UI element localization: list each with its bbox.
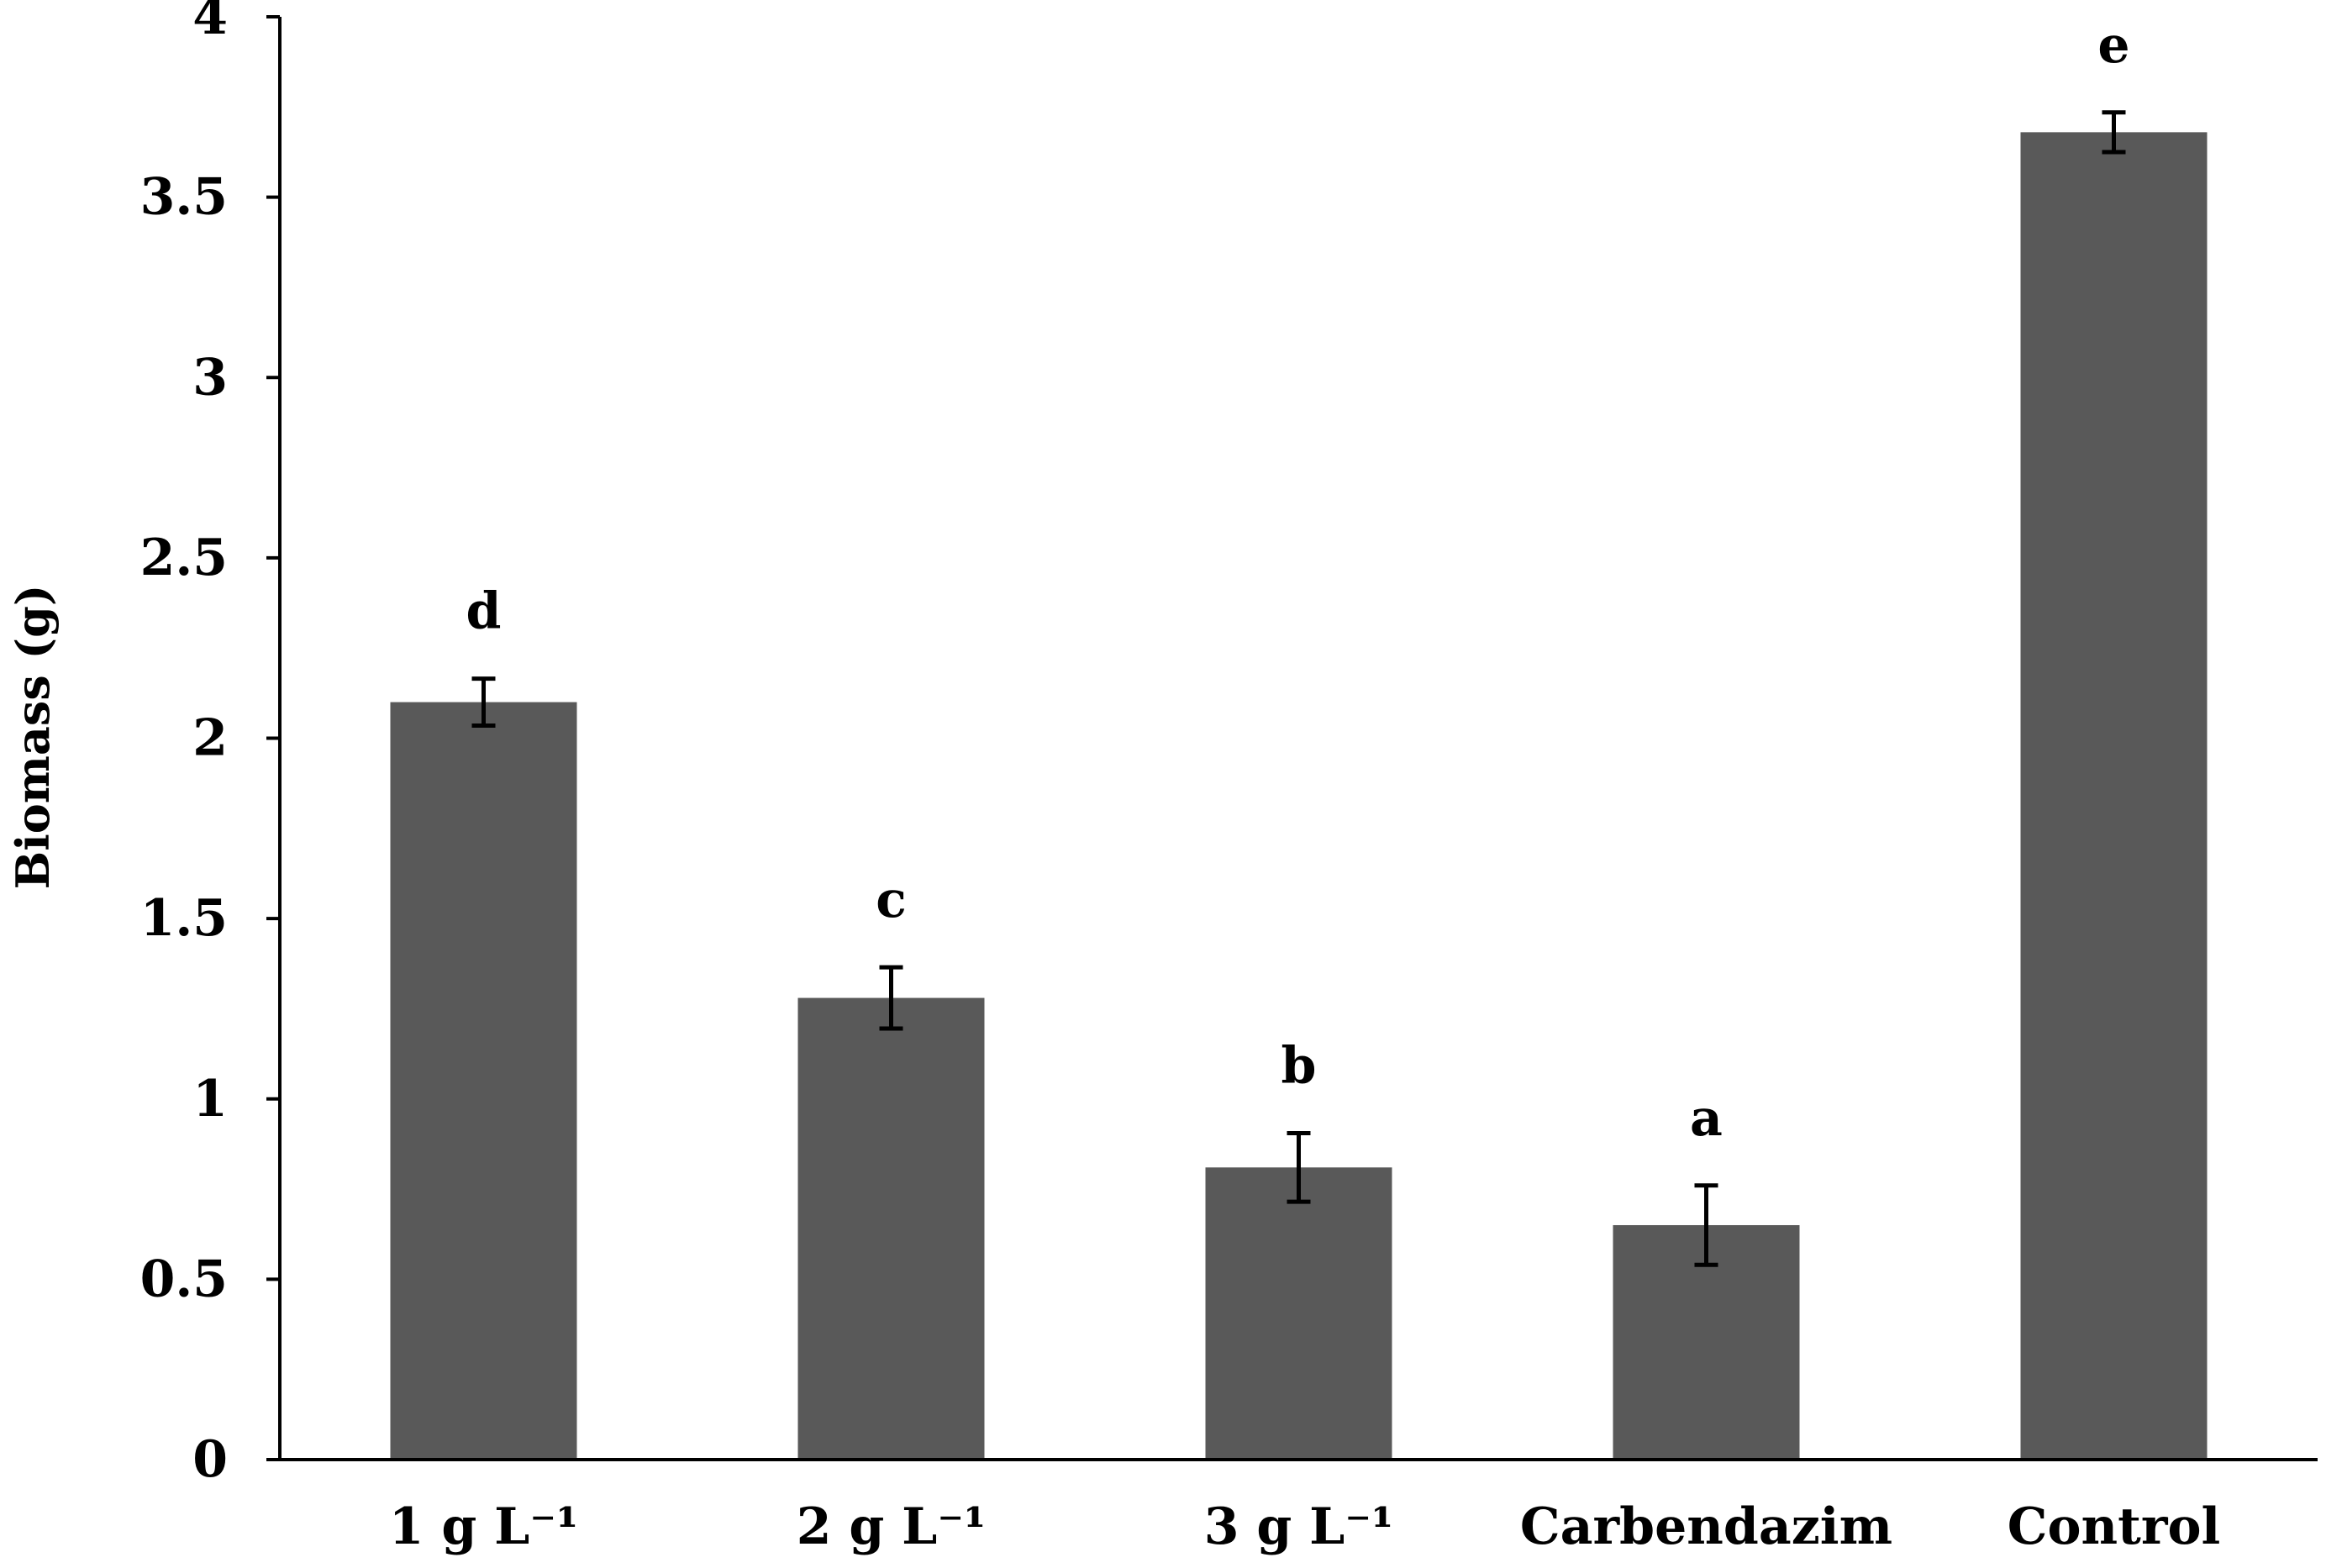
x-category-label: Control <box>2008 1497 2221 1556</box>
significance-letter: c <box>876 871 907 929</box>
labels-layer: 1 g L⁻¹ d 2 g L⁻¹ c 3 g L⁻¹ b Carbendazim a Cont… <box>389 16 2221 1556</box>
error-bar <box>1694 1183 1718 1267</box>
bar <box>390 702 577 1460</box>
bar <box>797 997 985 1460</box>
y-tick-label: 3 <box>192 348 228 407</box>
y-tick-label: 4 <box>192 0 228 46</box>
bars-layer <box>390 132 2208 1460</box>
y-tick-label: 0.5 <box>140 1250 228 1308</box>
error-bars-layer <box>471 110 2126 1267</box>
y-tick-label: 2.5 <box>140 529 228 587</box>
y-ticks-layer: 0 0.5 1 1.5 2 2.5 3 3.5 4 <box>140 0 280 1489</box>
error-bar <box>1287 1131 1311 1204</box>
y-tick-label: 2 <box>192 709 228 768</box>
error-bar <box>471 676 496 728</box>
significance-letter: a <box>1690 1089 1723 1148</box>
significance-letter: e <box>2097 16 2129 75</box>
x-category-label: Carbendazim <box>1520 1497 1892 1556</box>
x-category-label: 2 g L⁻¹ <box>797 1497 987 1556</box>
y-tick-label: 0 <box>192 1430 228 1489</box>
significance-letter: b <box>1281 1037 1317 1096</box>
y-tick-label: 1.5 <box>140 889 228 948</box>
x-category-label: 1 g L⁻¹ <box>389 1497 579 1556</box>
bar <box>1205 1167 1392 1460</box>
y-tick-label: 1 <box>192 1070 228 1129</box>
bar <box>2020 132 2208 1460</box>
error-bar <box>2102 110 2126 155</box>
x-category-label: 3 g L⁻¹ <box>1204 1497 1394 1556</box>
error-bar <box>879 965 903 1031</box>
significance-letter: d <box>466 582 502 641</box>
y-tick-label: 3.5 <box>140 168 228 227</box>
y-axis-title: Biomass (g) <box>6 585 60 890</box>
